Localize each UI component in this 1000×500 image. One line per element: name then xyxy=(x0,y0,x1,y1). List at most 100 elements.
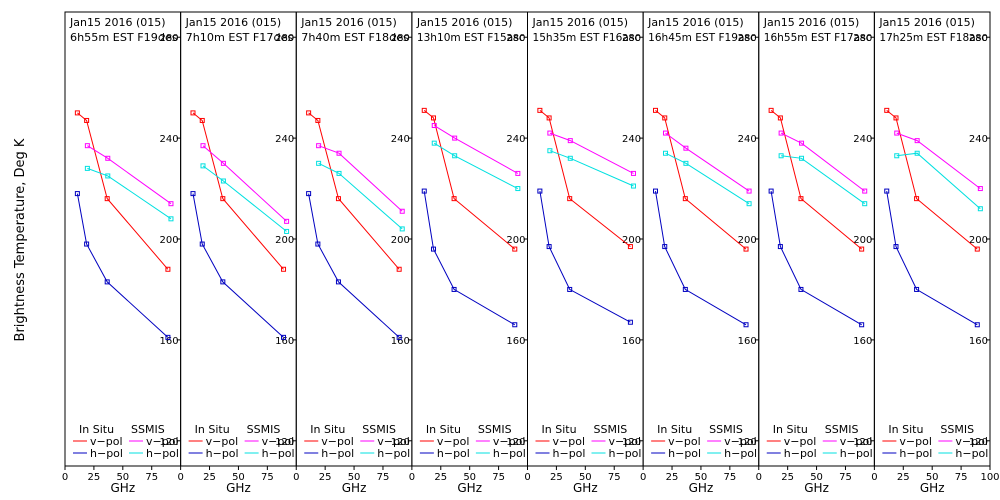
y-tick-label: 280 xyxy=(506,33,525,44)
data-point-ssmis-hpol xyxy=(630,183,636,189)
legend-label-insitu-vpol: v−pol xyxy=(206,435,239,448)
y-tick-label: 120 xyxy=(391,437,410,448)
data-point-insitu-vpol xyxy=(104,196,110,202)
legend-label-insitu-hpol: h−pol xyxy=(784,447,817,460)
legend-insitu-header: In Situ xyxy=(310,423,345,436)
series-line-ssmis-vpol xyxy=(202,145,287,222)
series-line-insitu-vpol xyxy=(308,112,400,270)
y-tick-label: 280 xyxy=(853,33,872,44)
data-point-insitu-hpol xyxy=(859,322,865,328)
panel-subtitle: 16h55m EST F17asc xyxy=(764,31,872,44)
data-point-insitu-vpol xyxy=(974,246,980,252)
data-point-ssmis-vpol xyxy=(336,150,342,156)
series-line-insitu-vpol xyxy=(192,112,284,270)
data-point-ssmis-hpol xyxy=(336,170,342,176)
data-point-ssmis-vpol xyxy=(567,138,573,144)
x-tick-label: 75 xyxy=(723,472,736,483)
data-point-insitu-hpol xyxy=(396,334,402,340)
data-point-insitu-vpol xyxy=(74,110,80,116)
y-tick-label: 160 xyxy=(622,336,641,347)
panel-title: Jan15 2016 (015) xyxy=(647,16,744,29)
y-tick-label: 280 xyxy=(969,33,988,44)
data-point-ssmis-vpol xyxy=(515,170,521,176)
legend-label-ssmis-hpol: h−pol xyxy=(262,447,295,460)
data-point-insitu-vpol xyxy=(84,117,90,123)
x-tick-label: 50 xyxy=(116,472,129,483)
data-point-insitu-hpol xyxy=(682,286,688,292)
data-point-insitu-hpol xyxy=(512,322,518,328)
series-line-insitu-hpol xyxy=(192,193,284,338)
chart-panel-8: Jan15 2016 (015) 17h25m EST F18asc 120 160 2… xyxy=(871,11,1000,495)
data-point-insitu-vpol xyxy=(893,115,899,121)
data-point-insitu-hpol xyxy=(627,319,633,325)
legend-label-insitu-vpol: v−pol xyxy=(553,435,586,448)
data-point-ssmis-hpol xyxy=(220,178,226,184)
legend-label-ssmis-vpol: v−pol xyxy=(724,435,757,448)
x-tick-label: 0 xyxy=(177,472,183,483)
data-point-insitu-hpol xyxy=(567,286,573,292)
data-point-insitu-hpol xyxy=(451,286,457,292)
data-point-ssmis-vpol xyxy=(746,188,752,194)
data-point-ssmis-hpol xyxy=(399,226,405,232)
panel-subtitle: 15h35m EST F16asc xyxy=(533,31,641,44)
x-tick-label: 100 xyxy=(980,472,999,483)
y-axis-label: Brightness Temperature, Deg K xyxy=(13,138,28,341)
x-axis-label: GHz xyxy=(342,481,367,495)
data-point-insitu-vpol xyxy=(165,266,171,272)
data-point-ssmis-vpol xyxy=(316,143,322,149)
series-line-insitu-vpol xyxy=(886,110,978,250)
series-line-ssmis-hpol xyxy=(896,152,981,210)
data-point-insitu-vpol xyxy=(914,196,920,202)
x-tick-label: 75 xyxy=(261,472,274,483)
x-tick-label: 0 xyxy=(756,472,762,483)
x-tick-label: 75 xyxy=(839,472,852,483)
data-point-ssmis-vpol xyxy=(894,130,900,136)
x-tick-label: 50 xyxy=(579,472,592,483)
x-axis-label: GHz xyxy=(226,481,251,495)
data-point-ssmis-vpol xyxy=(220,160,226,166)
panel-title: Jan15 2016 (015) xyxy=(185,16,282,29)
panel-subtitle: 16h45m EST F19asc xyxy=(648,31,756,44)
series-line-ssmis-hpol xyxy=(87,167,172,220)
data-point-insitu-hpol xyxy=(199,241,205,247)
data-point-ssmis-hpol xyxy=(778,153,784,159)
data-point-ssmis-vpol xyxy=(452,135,458,141)
x-tick-label: 50 xyxy=(695,472,708,483)
data-point-ssmis-hpol xyxy=(547,148,553,154)
legend-label-ssmis-vpol: v−pol xyxy=(377,435,410,448)
series-line-ssmis-vpol xyxy=(549,132,634,174)
y-tick-label: 160 xyxy=(738,336,757,347)
x-tick-label: 0 xyxy=(640,472,646,483)
data-point-ssmis-hpol xyxy=(799,155,805,161)
x-tick-label: 25 xyxy=(434,472,447,483)
x-tick-label: 75 xyxy=(955,472,968,483)
y-tick-label: 160 xyxy=(969,336,988,347)
series-line-ssmis-hpol xyxy=(665,152,750,205)
data-point-ssmis-hpol xyxy=(662,150,668,156)
y-tick-label: 160 xyxy=(853,336,872,347)
x-axis-label: GHz xyxy=(920,481,945,495)
data-point-ssmis-vpol xyxy=(399,208,405,214)
legend-label-ssmis-hpol: h−pol xyxy=(840,447,873,460)
x-tick-label: 0 xyxy=(293,472,299,483)
panel-title: Jan15 2016 (015) xyxy=(532,16,629,29)
x-tick-label: 75 xyxy=(145,472,158,483)
series-line-ssmis-vpol xyxy=(433,125,519,174)
data-point-insitu-vpol xyxy=(315,117,321,123)
x-axis-label: GHz xyxy=(111,481,136,495)
x-tick-label: 25 xyxy=(203,472,216,483)
data-point-insitu-vpol xyxy=(537,107,543,113)
data-point-insitu-hpol xyxy=(743,322,749,328)
data-point-ssmis-vpol xyxy=(168,201,174,207)
y-tick-label: 120 xyxy=(969,437,988,448)
series-line-insitu-hpol xyxy=(655,191,747,326)
data-point-insitu-vpol xyxy=(652,107,658,113)
data-point-ssmis-hpol xyxy=(200,163,206,169)
legend-insitu-header: In Situ xyxy=(542,423,577,436)
legend-label-ssmis-vpol: v−pol xyxy=(609,435,642,448)
legend-ssmis-header: SSMIS xyxy=(594,423,628,436)
panel-subtitle: 17h25m EST F18asc xyxy=(879,31,987,44)
series-line-ssmis-hpol xyxy=(433,142,519,190)
data-point-ssmis-hpol xyxy=(431,140,437,146)
